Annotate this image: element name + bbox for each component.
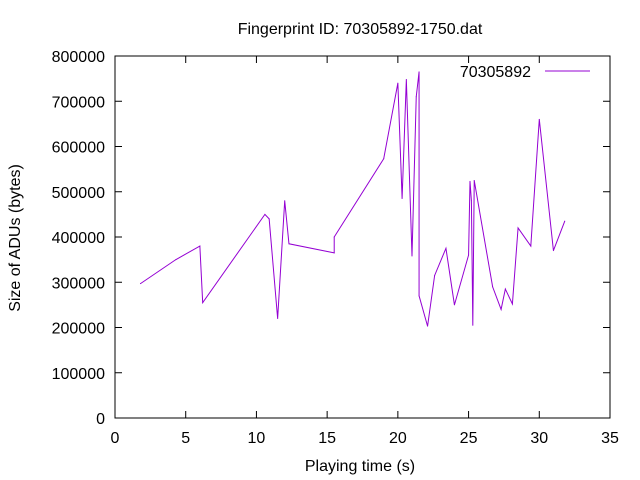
x-tick-label: 30 (530, 430, 548, 447)
legend: 70305892 (460, 64, 590, 81)
data-point (504, 288, 506, 290)
data-point (492, 286, 494, 288)
x-tick-label: 35 (601, 430, 619, 447)
data-point (139, 283, 141, 285)
x-tick-label: 25 (460, 430, 478, 447)
y-tick-label: 700000 (52, 94, 105, 111)
legend-label: 70305892 (460, 64, 531, 81)
x-axis-label: Playing time (s) (305, 458, 415, 475)
data-point (564, 220, 566, 222)
y-axis-label: Size of ADUs (bytes) (7, 164, 24, 312)
data-point (284, 200, 286, 202)
plot-area-frame (114, 55, 611, 419)
y-tick-label: 300000 (52, 275, 105, 292)
data-point (552, 250, 554, 252)
data-point (418, 71, 420, 73)
data-point (427, 325, 429, 327)
data-point (500, 308, 502, 310)
data-point (472, 324, 474, 326)
data-point (445, 247, 447, 249)
data-point (511, 303, 513, 305)
y-tick-label: 400000 (52, 230, 105, 247)
axis-ticks (114, 55, 611, 419)
data-point (415, 96, 417, 98)
data-point (473, 179, 475, 181)
data-point (268, 218, 270, 220)
data-point (469, 180, 471, 182)
data-point (517, 227, 519, 229)
data-point (277, 317, 279, 319)
y-tick-label: 800000 (52, 49, 105, 66)
data-point (418, 295, 420, 297)
series-line (140, 71, 566, 327)
data-point (453, 304, 455, 306)
x-tick-label: 5 (181, 430, 190, 447)
x-tick-label: 0 (111, 430, 120, 447)
data-point (199, 245, 201, 247)
y-tick-label: 600000 (52, 140, 105, 157)
x-tick-label: 20 (389, 430, 407, 447)
y-axis-tick-labels: 0 100000 200000 300000 400000 500000 600000 700… (52, 49, 105, 428)
data-point (288, 243, 290, 245)
data-point (202, 302, 204, 304)
data-point (264, 213, 266, 215)
data-point (333, 236, 335, 238)
data-point (468, 254, 470, 256)
data-point (538, 118, 540, 120)
data-point (470, 200, 472, 202)
chart-title: Fingerprint ID: 70305892-1750.dat (238, 21, 483, 38)
series-layer (139, 71, 566, 327)
data-point (397, 82, 399, 84)
data-point (175, 259, 177, 261)
y-tick-label: 100000 (52, 366, 105, 383)
x-tick-label: 15 (318, 430, 336, 447)
data-point (383, 158, 385, 160)
y-tick-label: 200000 (52, 321, 105, 338)
x-tick-label: 10 (248, 430, 266, 447)
data-point (405, 79, 407, 81)
data-point (333, 252, 335, 254)
data-point (411, 255, 413, 257)
y-tick-label: 500000 (52, 185, 105, 202)
data-point (434, 274, 436, 276)
data-point (401, 198, 403, 200)
y-tick-label: 0 (96, 411, 105, 428)
data-point (530, 245, 532, 247)
x-axis-tick-labels: 0 5 10 15 20 25 30 35 (111, 430, 619, 447)
